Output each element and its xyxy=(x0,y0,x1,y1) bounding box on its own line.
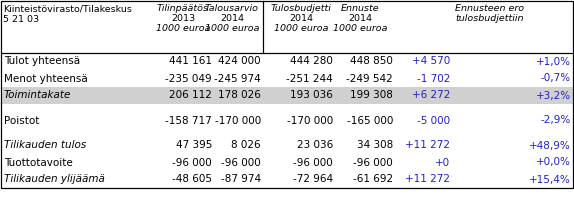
Text: -96 000: -96 000 xyxy=(353,158,393,167)
Text: -72 964: -72 964 xyxy=(293,174,333,184)
Text: Tilikauden ylijäämä: Tilikauden ylijäämä xyxy=(4,174,105,184)
Bar xyxy=(2,87,572,104)
Text: -87 974: -87 974 xyxy=(221,174,261,184)
Text: +48,9%: +48,9% xyxy=(529,141,571,151)
Text: 47 395: 47 395 xyxy=(176,141,212,151)
Text: Kiinteistövirasto/Tilakeskus: Kiinteistövirasto/Tilakeskus xyxy=(3,5,132,14)
Text: +6 272: +6 272 xyxy=(412,91,450,100)
Text: Tilikauden tulos: Tilikauden tulos xyxy=(4,141,86,151)
Text: Ennuste: Ennuste xyxy=(341,4,379,13)
Text: 441 161: 441 161 xyxy=(169,57,212,67)
Text: -48 605: -48 605 xyxy=(172,174,212,184)
Text: 8 026: 8 026 xyxy=(231,141,261,151)
Text: Tuottotavoite: Tuottotavoite xyxy=(4,158,73,167)
Text: -96 000: -96 000 xyxy=(221,158,261,167)
Text: Tulot yhteensä: Tulot yhteensä xyxy=(4,57,80,67)
Text: 1000 euroa: 1000 euroa xyxy=(205,24,259,33)
Text: +11 272: +11 272 xyxy=(405,141,450,151)
Text: -96 000: -96 000 xyxy=(293,158,333,167)
Text: -96 000: -96 000 xyxy=(172,158,212,167)
Text: Poistot: Poistot xyxy=(4,116,40,126)
Text: 23 036: 23 036 xyxy=(297,141,333,151)
Text: -249 542: -249 542 xyxy=(346,74,393,84)
Text: 2014: 2014 xyxy=(220,14,244,23)
Text: -170 000: -170 000 xyxy=(215,116,261,126)
Text: Ennusteen ero: Ennusteen ero xyxy=(455,4,525,13)
Text: tulosbudjettiin: tulosbudjettiin xyxy=(456,14,524,23)
Text: 2014: 2014 xyxy=(348,14,372,23)
Text: -158 717: -158 717 xyxy=(165,116,212,126)
Text: -165 000: -165 000 xyxy=(347,116,393,126)
Text: Tulosbudjetti: Tulosbudjetti xyxy=(270,4,331,13)
Text: 206 112: 206 112 xyxy=(169,91,212,100)
Text: +1,0%: +1,0% xyxy=(536,57,571,67)
Text: -61 692: -61 692 xyxy=(353,174,393,184)
Text: 1000 euroa: 1000 euroa xyxy=(333,24,387,33)
Text: -235 049: -235 049 xyxy=(165,74,212,84)
Text: 5 21 03: 5 21 03 xyxy=(3,15,39,24)
Text: Talousarvio: Talousarvio xyxy=(205,4,259,13)
Text: 2014: 2014 xyxy=(289,14,313,23)
Text: 448 850: 448 850 xyxy=(350,57,393,67)
Text: +11 272: +11 272 xyxy=(405,174,450,184)
Text: 193 036: 193 036 xyxy=(290,91,333,100)
Text: Menot yhteensä: Menot yhteensä xyxy=(4,74,88,84)
Text: 178 026: 178 026 xyxy=(218,91,261,100)
Text: Toimintakate: Toimintakate xyxy=(4,91,71,100)
Text: -251 244: -251 244 xyxy=(286,74,333,84)
Text: 199 308: 199 308 xyxy=(350,91,393,100)
Text: 34 308: 34 308 xyxy=(357,141,393,151)
Bar xyxy=(1,1,573,188)
Text: -2,9%: -2,9% xyxy=(541,116,571,126)
Text: Tilinpäätös: Tilinpäätös xyxy=(157,4,209,13)
Text: -1 702: -1 702 xyxy=(417,74,450,84)
Bar xyxy=(1,1,573,188)
Text: -0,7%: -0,7% xyxy=(541,74,571,84)
Text: -170 000: -170 000 xyxy=(287,116,333,126)
Text: 424 000: 424 000 xyxy=(218,57,261,67)
Text: +15,4%: +15,4% xyxy=(529,174,571,184)
Text: +0,0%: +0,0% xyxy=(536,158,571,167)
Text: -5 000: -5 000 xyxy=(417,116,450,126)
Text: +4 570: +4 570 xyxy=(412,57,450,67)
Text: 1000 euroa: 1000 euroa xyxy=(274,24,328,33)
Text: -245 974: -245 974 xyxy=(214,74,261,84)
Text: 2013: 2013 xyxy=(171,14,195,23)
Text: 444 280: 444 280 xyxy=(290,57,333,67)
Text: +3,2%: +3,2% xyxy=(536,91,571,100)
Text: +0: +0 xyxy=(435,158,450,167)
Text: 1000 euroa: 1000 euroa xyxy=(156,24,210,33)
